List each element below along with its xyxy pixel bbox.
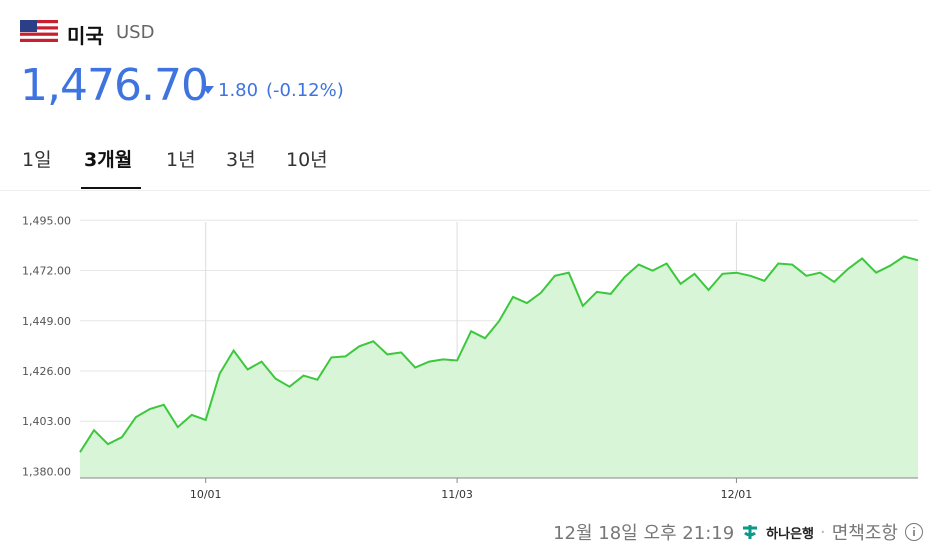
currency: USD bbox=[116, 22, 155, 43]
y-tick-label: 1,495.00 bbox=[22, 214, 71, 227]
x-tick-label: 10/01 bbox=[190, 488, 222, 501]
x-tick-label: 12/01 bbox=[721, 488, 753, 501]
us-flag bbox=[20, 20, 58, 42]
tab[interactable]: 1일 bbox=[22, 149, 52, 171]
y-tick-label: 1,472.00 bbox=[22, 265, 71, 278]
bank-logo bbox=[743, 525, 758, 539]
divider bbox=[0, 190, 930, 191]
info-icon[interactable] bbox=[904, 522, 924, 542]
separator: · bbox=[820, 521, 826, 543]
x-tick-label: 11/03 bbox=[441, 488, 473, 501]
tab[interactable]: 1년 bbox=[166, 149, 196, 171]
tab[interactable]: 3년 bbox=[226, 149, 256, 171]
y-tick-label: 1,380.00 bbox=[22, 465, 71, 478]
y-tick-label: 1,403.00 bbox=[22, 415, 71, 428]
timestamp: 12월 18일 오후 21:19 bbox=[553, 523, 735, 544]
down-arrow bbox=[202, 86, 214, 94]
country: 미국 bbox=[67, 24, 104, 48]
chart: 1,380.00 1,403.00 1,426.00 1,449.00 1,472.00… bbox=[22, 214, 919, 501]
price: 1,476.70 bbox=[20, 60, 209, 111]
change-pct: (-0.12%) bbox=[266, 80, 344, 101]
footer: 12월 18일 오후 21:19 하나은행 · 면책조항 bbox=[553, 519, 924, 545]
area bbox=[80, 256, 918, 478]
tab[interactable]: 3개월 bbox=[84, 149, 133, 171]
change: 1.80 bbox=[218, 80, 259, 101]
tab[interactable]: 10년 bbox=[286, 149, 328, 171]
y-tick-label: 1,426.00 bbox=[22, 365, 71, 378]
y-tick-label: 1,449.00 bbox=[22, 315, 71, 328]
line bbox=[79, 255, 919, 453]
tab-underline bbox=[81, 187, 141, 189]
disclaimer[interactable]: 면책조항 bbox=[831, 523, 898, 544]
bank: 하나은행 bbox=[766, 526, 815, 542]
